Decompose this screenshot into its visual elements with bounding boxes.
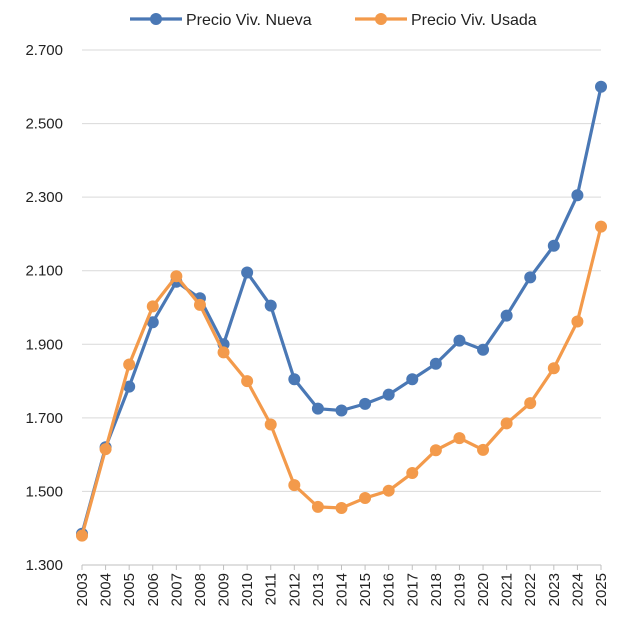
legend-marker-icon (150, 13, 162, 25)
data-point (453, 334, 466, 347)
gridlines (82, 49, 601, 566)
data-point (500, 417, 513, 430)
x-tick-label: 2016 (381, 573, 398, 606)
y-tick-label: 1.500 (25, 483, 63, 500)
data-point (76, 529, 88, 542)
data-point (193, 298, 206, 311)
data-point (241, 375, 254, 388)
x-tick-label: 2021 (499, 573, 516, 606)
data-point (547, 239, 560, 252)
y-tick-label: 2.700 (25, 42, 63, 59)
data-point (123, 358, 136, 371)
legend-item: Precio Viv. Nueva (130, 12, 312, 29)
data-point (288, 479, 301, 492)
data-point (547, 362, 560, 375)
data-point (406, 373, 419, 386)
data-point (311, 402, 324, 415)
data-point (146, 316, 159, 329)
data-point (524, 397, 537, 410)
data-point (595, 220, 607, 233)
data-point (99, 443, 112, 456)
data-point (311, 500, 324, 513)
data-point (429, 444, 442, 457)
x-tick-label: 2024 (569, 573, 586, 606)
data-point (288, 373, 301, 386)
data-point (335, 501, 348, 514)
x-tick-label: 2014 (334, 573, 351, 606)
data-point (359, 492, 372, 505)
data-point (477, 443, 490, 456)
legend-marker-icon (375, 13, 387, 25)
data-point (382, 484, 395, 497)
data-point (335, 404, 348, 417)
x-tick-label: 2023 (546, 573, 563, 606)
series-usada (76, 220, 607, 542)
series-nueva (76, 80, 607, 540)
data-point (123, 380, 136, 393)
x-tick-label: 2013 (310, 573, 327, 606)
data-point (453, 432, 466, 445)
x-tick-label: 2018 (428, 573, 445, 606)
data-point (524, 271, 537, 284)
data-point (406, 467, 419, 480)
x-tick-label: 2005 (121, 573, 138, 606)
data-point (146, 300, 159, 313)
x-tick-label: 2008 (192, 573, 209, 606)
legend: Precio Viv. Nueva Precio Viv. Usada (130, 12, 537, 29)
data-point (500, 309, 513, 322)
y-tick-label: 1.300 (25, 557, 63, 574)
x-tick-label: 2017 (404, 573, 421, 606)
x-tick-label: 2015 (357, 573, 374, 606)
x-tick-label: 2009 (216, 573, 233, 606)
data-point (571, 189, 584, 202)
data-point (477, 343, 490, 356)
x-tick-label: 2019 (451, 573, 468, 606)
legend-label: Precio Viv. Nueva (186, 12, 312, 29)
data-point (571, 315, 584, 328)
data-point (241, 266, 254, 279)
data-point (429, 357, 442, 370)
x-tick-label: 2025 (593, 573, 610, 606)
data-point (264, 418, 277, 431)
legend-label: Precio Viv. Usada (411, 12, 537, 29)
x-tick-label: 2020 (475, 573, 492, 606)
y-tick-label: 2.500 (25, 116, 63, 133)
series-line (80, 224, 603, 538)
y-tick-label: 2.300 (25, 189, 63, 206)
x-axis: 2003 2004 2005 2006 2007 2008 2009 2010 2011 2012… (74, 564, 610, 606)
x-tick-label: 2007 (168, 573, 185, 606)
y-tick-label: 1.700 (25, 410, 63, 427)
y-axis: 1.300 1.500 1.700 1.900 2.100 2.300 2.500 2.700 (25, 42, 63, 574)
data-point (217, 346, 230, 359)
y-tick-label: 2.100 (25, 263, 63, 280)
x-tick-label: 2011 (263, 573, 280, 605)
data-point (595, 80, 607, 93)
x-tick-label: 2022 (522, 573, 539, 606)
y-tick-label: 1.900 (25, 336, 63, 353)
data-point (382, 388, 395, 401)
series-layer (76, 80, 607, 542)
series-line (80, 85, 603, 536)
data-point (170, 270, 183, 283)
x-tick-label: 2010 (239, 573, 256, 606)
x-tick-label: 2006 (145, 573, 162, 606)
x-tick-label: 2004 (98, 573, 115, 606)
data-point (359, 397, 372, 410)
legend-item: Precio Viv. Usada (355, 12, 537, 29)
data-point (264, 299, 277, 312)
x-tick-label: 2003 (74, 573, 91, 606)
x-tick-label: 2012 (286, 573, 303, 606)
